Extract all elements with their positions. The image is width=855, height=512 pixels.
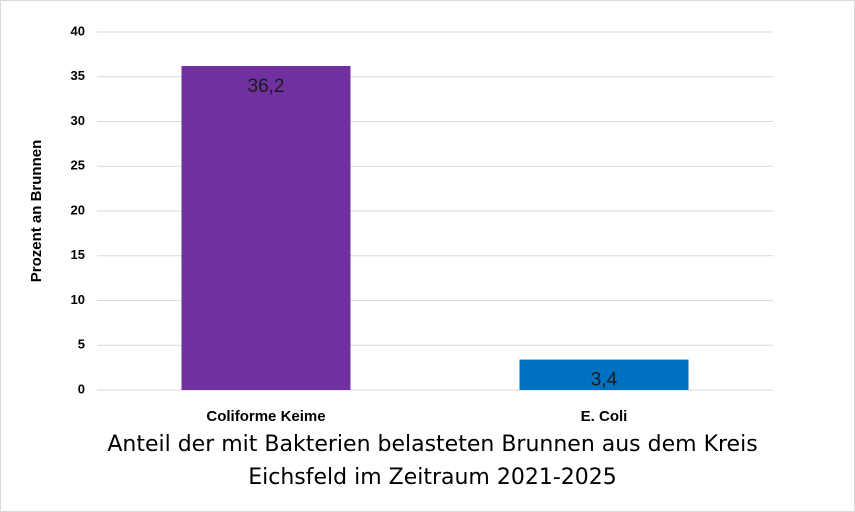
y-tick-label: 25: [71, 158, 85, 173]
y-tick-label: 35: [71, 68, 85, 83]
y-tick-label: 5: [78, 337, 85, 352]
y-tick-label: 20: [71, 202, 85, 217]
value-label: 3,4: [591, 370, 618, 391]
bar: [519, 359, 689, 390]
x-tick-label: E. Coli: [581, 408, 628, 425]
y-tick-label: 30: [71, 113, 85, 128]
bar: [181, 66, 351, 390]
y-tick-label: 0: [78, 381, 85, 396]
y-tick-label: 10: [71, 292, 85, 307]
x-tick-label: Coliforme Keime: [206, 408, 325, 425]
y-tick-label: 40: [71, 23, 85, 38]
y-tick-label: 15: [71, 247, 85, 262]
value-label: 36,2: [248, 76, 285, 97]
chart-title: Anteil der mit Bakterien belasteten Brun…: [107, 432, 758, 490]
y-axis-label: Prozent an Brunnen: [28, 140, 45, 283]
